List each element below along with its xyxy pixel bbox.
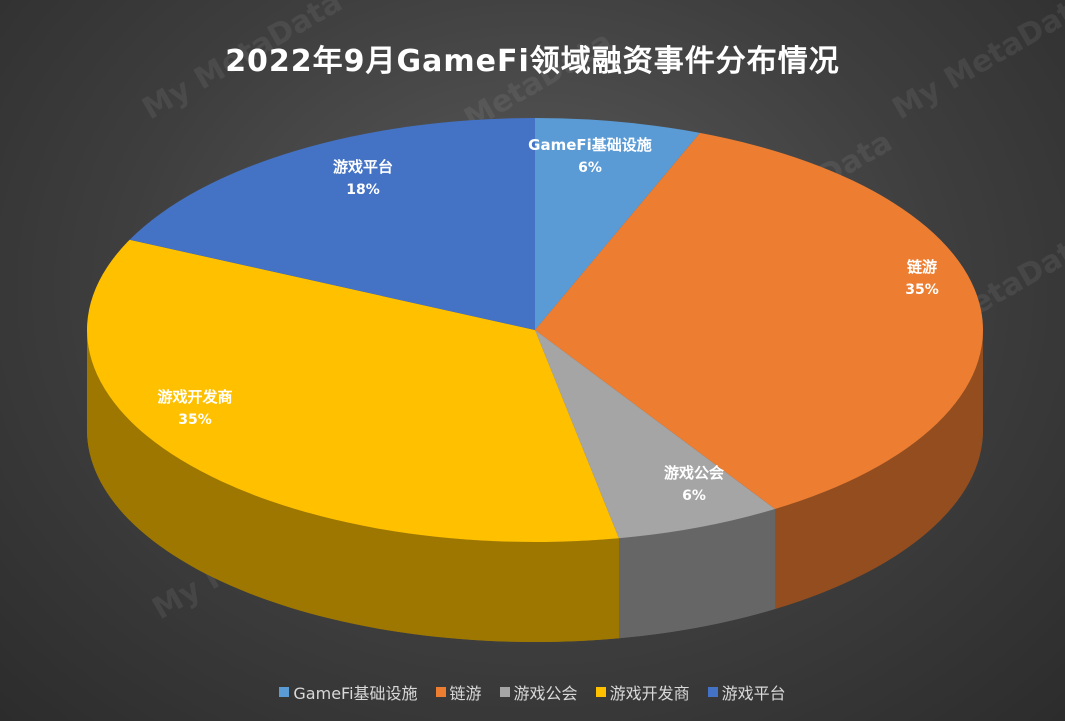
legend-label: 链游 <box>449 684 482 703</box>
legend-label: 游戏公会 <box>513 684 578 703</box>
slice-side-3 <box>87 330 619 642</box>
slice-side-1 <box>775 330 983 609</box>
slice-value-label: 35% <box>178 412 212 428</box>
legend-swatch <box>435 687 446 697</box>
slice-labels: GameFi基础设施 6% 链游 35% 游戏公会 6% 游戏开发商 35% 游戏平台 18% <box>157 136 938 504</box>
legend-label: 游戏开发商 <box>609 684 690 703</box>
slice-value-label: 35% <box>905 282 939 298</box>
slice-category-label: GameFi基础设施 <box>528 136 652 154</box>
legend-item: 链游 <box>435 680 482 704</box>
legend-item: 游戏平台 <box>707 680 786 704</box>
legend-label: GameFi基础设施 <box>293 684 418 703</box>
legend-swatch <box>499 687 510 697</box>
slice-value-label: 6% <box>682 488 706 504</box>
legend-swatch <box>595 687 606 697</box>
legend-item: 游戏开发商 <box>595 680 690 704</box>
slice-value-label: 6% <box>578 160 602 176</box>
legend: GameFi基础设施 链游 游戏公会 游戏开发商 游戏平台 <box>0 680 1065 704</box>
pie-top <box>87 118 984 542</box>
slice-category-label: 游戏公会 <box>664 464 724 482</box>
pie-slice-4 <box>129 118 535 330</box>
legend-label: 游戏平台 <box>721 684 786 703</box>
slice-side-2 <box>618 508 776 639</box>
watermark-text: My MetaData <box>887 0 1065 127</box>
legend-item: 游戏公会 <box>499 680 578 704</box>
pie-sides <box>87 330 983 642</box>
slice-value-label: 18% <box>346 182 380 198</box>
slice-category-label: 游戏平台 <box>333 158 393 176</box>
slice-category-label: 游戏开发商 <box>157 388 232 406</box>
slice-category-label: 链游 <box>907 258 937 276</box>
chart-title: 2022年9月GameFi领域融资事件分布情况 <box>225 44 840 79</box>
pie-slice-3 <box>87 239 619 542</box>
legend-swatch <box>707 687 718 697</box>
pie-slice-2 <box>535 330 776 539</box>
legend-swatch <box>279 687 290 697</box>
pie-slice-1 <box>535 132 984 509</box>
watermark-text: My MetaData <box>137 0 349 127</box>
legend-item: GameFi基础设施 <box>279 680 418 704</box>
pie-slice-0 <box>535 118 700 330</box>
